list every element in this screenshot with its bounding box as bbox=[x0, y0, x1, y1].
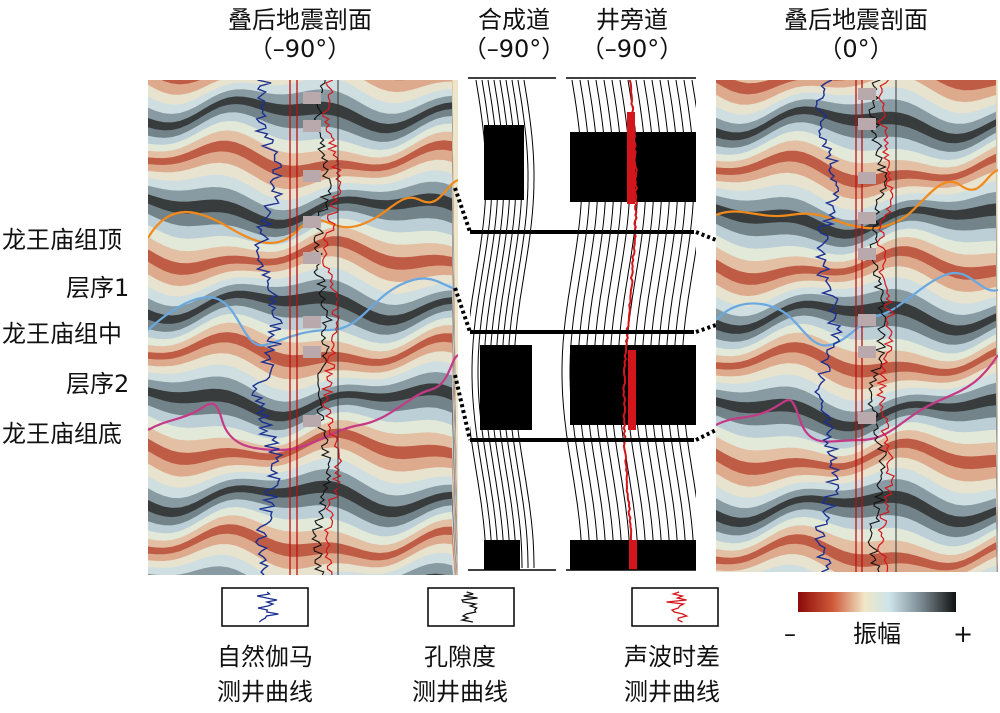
legend-gamma-line2: 测井曲线 bbox=[217, 678, 313, 706]
horizon-label-bottom: 龙王庙组底 bbox=[2, 420, 122, 448]
right-seismic-section bbox=[716, 80, 998, 572]
horizon-tie-lines bbox=[453, 187, 717, 442]
horizon-bottom-line-left bbox=[148, 354, 458, 452]
porosity-log-right bbox=[867, 80, 888, 572]
legend-gamma-icon bbox=[256, 591, 279, 623]
horizon-mid-line-right bbox=[716, 271, 998, 347]
legend-porosity-line2: 测井曲线 bbox=[412, 678, 508, 706]
legend-sonic: 声波时差 测井曲线 bbox=[624, 587, 720, 706]
colorbar-minus-label: – bbox=[784, 620, 796, 648]
gamma-log-left bbox=[251, 80, 284, 575]
sonic-log-right bbox=[875, 80, 896, 572]
colorbar-title: 振幅 bbox=[853, 620, 901, 648]
synthetic-title: 合成道 bbox=[478, 6, 550, 34]
wellside-sonic-curve bbox=[622, 79, 639, 569]
right-panel-title: 叠后地震剖面 bbox=[784, 6, 928, 34]
horizon-label-mid: 龙王庙组中 bbox=[2, 320, 122, 348]
trace-panel bbox=[470, 79, 696, 570]
gamma-log-right bbox=[814, 80, 843, 572]
legend-sonic-icon bbox=[666, 591, 689, 623]
legend-porosity-line1: 孔隙度 bbox=[424, 643, 496, 671]
wellside-title: 井旁道 bbox=[596, 6, 668, 34]
horizon-bottom-line-right bbox=[716, 354, 998, 443]
right-panel-phase: （0°） bbox=[818, 35, 893, 63]
synthetic-traces bbox=[470, 79, 535, 570]
wellside-phase: （–90°） bbox=[581, 35, 684, 63]
colorbar-plus-label: + bbox=[953, 620, 973, 648]
porosity-log-left bbox=[311, 80, 334, 575]
amplitude-colorbar: – 振幅 + bbox=[784, 592, 973, 648]
wellside-traces bbox=[561, 79, 696, 570]
core-markers-right bbox=[858, 88, 876, 424]
horizon-label-seq1: 层序1 bbox=[66, 274, 129, 302]
legend-gamma-line1: 自然伽马 bbox=[217, 643, 313, 671]
legend-porosity-icon bbox=[459, 591, 479, 623]
left-panel-phase: （–90°） bbox=[249, 35, 352, 63]
synthetic-phase: （–90°） bbox=[463, 35, 566, 63]
horizon-label-top: 龙王庙组顶 bbox=[2, 226, 122, 254]
legend-sonic-line1: 声波时差 bbox=[624, 643, 720, 671]
left-seismic-section bbox=[148, 80, 458, 575]
horizon-top-line-right bbox=[716, 168, 998, 230]
left-panel-title: 叠后地震剖面 bbox=[228, 6, 372, 34]
legend-gamma: 自然伽马 测井曲线 bbox=[217, 587, 313, 706]
legend-porosity: 孔隙度 测井曲线 bbox=[412, 587, 515, 706]
horizon-label-seq2: 层序2 bbox=[66, 370, 129, 398]
amplitude-colorbar-gradient bbox=[798, 592, 956, 612]
core-markers-left bbox=[303, 92, 321, 427]
legend-sonic-line2: 测井曲线 bbox=[624, 678, 720, 706]
